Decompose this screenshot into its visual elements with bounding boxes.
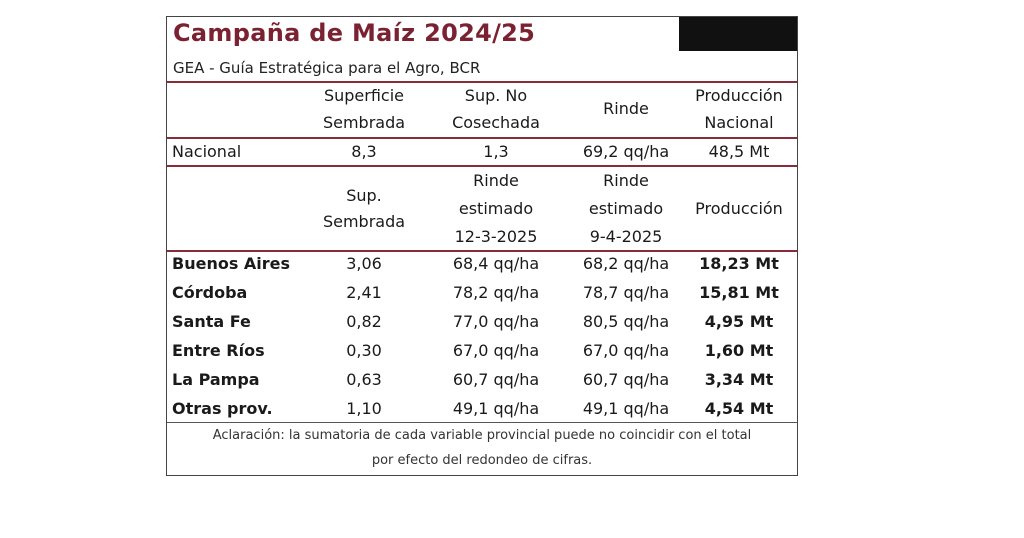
province-sup: 3,06 bbox=[346, 254, 382, 273]
redacted-box bbox=[679, 17, 797, 51]
divider bbox=[167, 165, 797, 167]
prov-header-sup: Sup. bbox=[346, 186, 382, 205]
header-produccion: Producción bbox=[695, 86, 783, 105]
prov-header-estimado1: estimado bbox=[458, 199, 534, 218]
national-no-cosechada: 1,3 bbox=[483, 142, 509, 161]
province-rinde2: 49,1 qq/ha bbox=[582, 399, 670, 418]
prov-header-rinde2: Rinde bbox=[603, 171, 649, 190]
province-produccion: 15,81 Mt bbox=[699, 283, 779, 302]
header-rinde: Rinde bbox=[603, 99, 649, 118]
divider bbox=[167, 250, 797, 252]
footnote-line2: por efecto del redondeo de cifras. bbox=[371, 453, 593, 468]
province-rinde1: 67,0 qq/ha bbox=[452, 341, 540, 360]
header-nacional: Nacional bbox=[704, 113, 774, 132]
footnote-line1: Aclaración: la sumatoria de cada variabl… bbox=[212, 428, 752, 443]
source-subtitle: GEA - Guía Estratégica para el Agro, BCR bbox=[173, 59, 481, 77]
province-rinde2: 78,7 qq/ha bbox=[582, 283, 670, 302]
prov-header-date1: 12-3-2025 bbox=[454, 227, 538, 246]
prov-header-estimado2: estimado bbox=[588, 199, 664, 218]
province-produccion: 4,54 Mt bbox=[704, 399, 774, 418]
page-title: Campaña de Maíz 2024/25 bbox=[173, 19, 536, 47]
province-name: Entre Ríos bbox=[172, 341, 265, 360]
maize-campaign-table: Campaña de Maíz 2024/25 GEA - Guía Estra… bbox=[166, 16, 798, 476]
province-produccion: 18,23 Mt bbox=[699, 254, 779, 273]
province-name: Buenos Aires bbox=[172, 254, 291, 273]
prov-header-produccion: Producción bbox=[695, 199, 783, 218]
province-name: La Pampa bbox=[172, 370, 260, 389]
prov-header-date2: 9-4-2025 bbox=[589, 227, 663, 246]
divider bbox=[167, 81, 797, 83]
prov-header-sembrada: Sembrada bbox=[322, 212, 406, 231]
province-produccion: 4,95 Mt bbox=[704, 312, 774, 331]
header-superficie: Superficie bbox=[323, 86, 405, 105]
header-sup-no: Sup. No bbox=[464, 86, 528, 105]
province-produccion: 1,60 Mt bbox=[704, 341, 774, 360]
province-sup: 0,63 bbox=[346, 370, 382, 389]
province-sup: 0,30 bbox=[346, 341, 382, 360]
province-rinde1: 49,1 qq/ha bbox=[452, 399, 540, 418]
national-produccion: 48,5 Mt bbox=[708, 142, 770, 161]
header-cosechada: Cosechada bbox=[452, 113, 540, 132]
province-sup: 0,82 bbox=[346, 312, 382, 331]
divider bbox=[167, 137, 797, 139]
prov-header-rinde1: Rinde bbox=[473, 171, 519, 190]
national-rinde: 69,2 qq/ha bbox=[582, 142, 670, 161]
national-sup: 8,3 bbox=[351, 142, 377, 161]
province-rinde2: 80,5 qq/ha bbox=[582, 312, 670, 331]
province-rinde2: 67,0 qq/ha bbox=[582, 341, 670, 360]
province-sup: 2,41 bbox=[346, 283, 382, 302]
province-rinde1: 68,4 qq/ha bbox=[452, 254, 540, 273]
province-name: Santa Fe bbox=[172, 312, 251, 331]
province-rinde1: 77,0 qq/ha bbox=[452, 312, 540, 331]
province-name: Otras prov. bbox=[172, 399, 273, 418]
province-produccion: 3,34 Mt bbox=[704, 370, 774, 389]
header-sembrada: Sembrada bbox=[322, 113, 406, 132]
province-rinde1: 60,7 qq/ha bbox=[452, 370, 540, 389]
national-row-label: Nacional bbox=[172, 142, 242, 161]
divider bbox=[167, 422, 797, 423]
province-rinde2: 60,7 qq/ha bbox=[582, 370, 670, 389]
province-name: Córdoba bbox=[172, 283, 248, 302]
province-sup: 1,10 bbox=[346, 399, 382, 418]
province-rinde2: 68,2 qq/ha bbox=[582, 254, 670, 273]
province-rinde1: 78,2 qq/ha bbox=[452, 283, 540, 302]
